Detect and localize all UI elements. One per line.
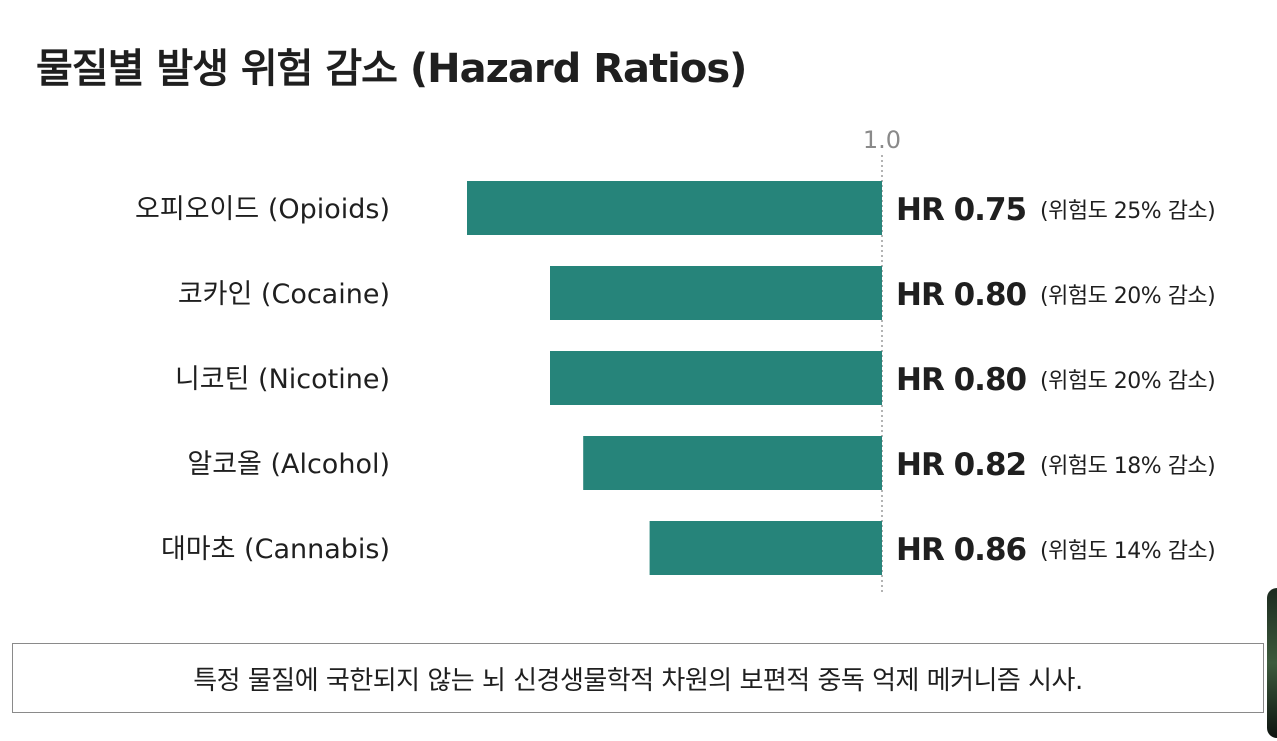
category-label-1: 코카인 (Cocaine) xyxy=(178,279,390,310)
reduction-note-1: (위험도 20% 감소) xyxy=(1040,284,1215,309)
reduction-note-2: (위험도 20% 감소) xyxy=(1040,369,1215,394)
reference-line-label: 1.0 xyxy=(863,126,901,154)
presenter-video-thumbnail xyxy=(1267,588,1277,738)
value-label-1: HR 0.80 xyxy=(896,277,1027,313)
footnote-box: 특정 물질에 국한되지 않는 뇌 신경생물학적 차원의 보편적 중독 억제 메커… xyxy=(12,643,1264,713)
bar-2 xyxy=(550,351,882,405)
value-label-0: HR 0.75 xyxy=(896,192,1026,228)
reduction-note-3: (위험도 18% 감소) xyxy=(1040,454,1215,479)
value-label-4: HR 0.86 xyxy=(896,532,1026,568)
category-label-3: 알코올 (Alcohol) xyxy=(187,449,390,480)
bar-4 xyxy=(649,521,882,575)
reduction-note-0: (위험도 25% 감소) xyxy=(1040,199,1215,224)
bar-3 xyxy=(583,436,882,490)
category-label-2: 니코틴 (Nicotine) xyxy=(175,364,390,395)
category-label-4: 대마초 (Cannabis) xyxy=(161,534,390,565)
bar-0 xyxy=(467,181,882,235)
footnote-text: 특정 물질에 국한되지 않는 뇌 신경생물학적 차원의 보편적 중독 억제 메커… xyxy=(193,665,1083,696)
bar-1 xyxy=(550,266,882,320)
category-label-0: 오피오이드 (Opioids) xyxy=(135,194,390,225)
value-label-2: HR 0.80 xyxy=(896,362,1027,398)
value-label-3: HR 0.82 xyxy=(896,447,1026,483)
hazard-ratio-chart: 1.0 오피오이드 (Opioids) HR 0.75 (위험도 25% 감소) 코카인… xyxy=(135,126,1216,592)
reduction-note-4: (위험도 14% 감소) xyxy=(1040,539,1215,564)
chart-title: 물질별 발생 위험 감소 (Hazard Ratios) xyxy=(36,46,747,92)
